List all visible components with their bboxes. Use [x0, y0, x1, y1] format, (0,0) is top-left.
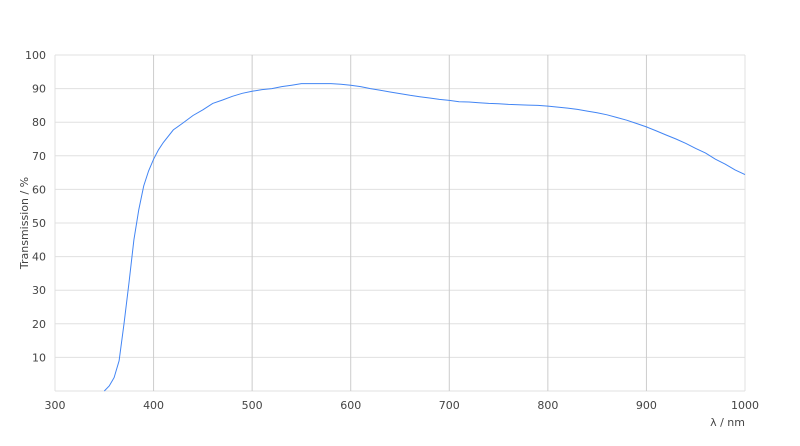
y-axis-label: Transmission / %: [18, 177, 31, 270]
y-tick-label: 60: [32, 183, 46, 196]
y-tick-label: 30: [32, 284, 46, 297]
y-tick-label: 90: [32, 83, 46, 96]
y-tick-label: 100: [25, 49, 46, 62]
grid: [54, 54, 746, 392]
x-tick-label: 1000: [731, 399, 759, 412]
y-tick-label: 70: [32, 150, 46, 163]
y-tick-label: 10: [32, 351, 46, 364]
series-line: [103, 83, 746, 392]
x-tick-label: 600: [340, 399, 361, 412]
y-tick-label: 50: [32, 217, 46, 230]
x-tick-label: 900: [636, 399, 657, 412]
y-tick-label: 20: [32, 318, 46, 331]
tick-labels: 10 20 30 40 50 60 70 80 90 100 300 400 500 600 700 800 9…: [25, 49, 759, 412]
y-tick-label: 40: [32, 251, 46, 264]
y-tick-label: 80: [32, 116, 46, 129]
x-tick-label: 500: [242, 399, 263, 412]
x-tick-label: 800: [537, 399, 558, 412]
x-tick-label: 400: [143, 399, 164, 412]
x-tick-label: 300: [45, 399, 66, 412]
x-tick-label: 700: [439, 399, 460, 412]
x-axis-label: λ / nm: [710, 416, 745, 429]
